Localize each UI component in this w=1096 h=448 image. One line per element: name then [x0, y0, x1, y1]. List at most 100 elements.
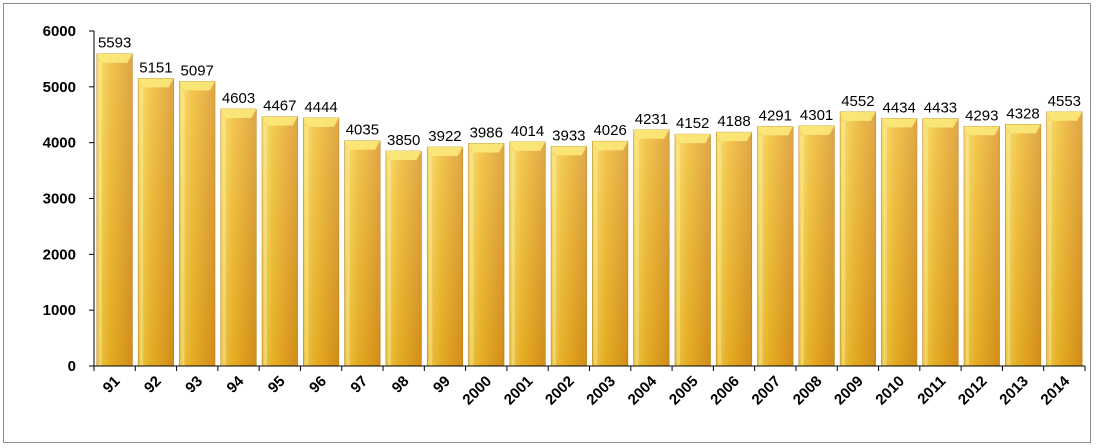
bar-bevel: [922, 118, 959, 128]
bar: [715, 131, 753, 367]
bar: [468, 143, 505, 367]
bar-highlight: [305, 126, 309, 366]
bar: [881, 118, 918, 367]
bar: [839, 111, 876, 367]
data-label: 4434: [883, 99, 916, 116]
data-label: 4035: [346, 122, 379, 139]
y-tick-label: 2000: [43, 246, 76, 263]
data-label: 4552: [841, 93, 874, 110]
bar-bevel: [964, 126, 1000, 136]
x-tick-label: 2008: [790, 373, 826, 409]
x-tick-label: 2012: [955, 373, 991, 409]
bar-bevel: [881, 118, 917, 128]
bar-shade: [1046, 111, 1083, 366]
bar-bevel: [840, 111, 876, 121]
y-axis: 0 1000 2000 3000 4000 5000 6000: [43, 23, 95, 375]
bar-highlight: [470, 152, 474, 366]
x-tick-label: 2006: [707, 373, 743, 409]
bar-bevel: [138, 78, 174, 88]
bar-shade: [716, 132, 752, 366]
data-label: 4433: [924, 99, 957, 116]
data-label: 4467: [263, 98, 296, 115]
bar: [137, 78, 174, 367]
x-tick-label: 2010: [872, 373, 908, 409]
bar-bevel: [1046, 111, 1083, 121]
data-label: 3922: [428, 128, 461, 145]
bar-bevel: [592, 141, 628, 151]
bar-shade: [303, 117, 339, 366]
bar-shade: [344, 140, 381, 366]
x-tick-label: 96: [306, 373, 330, 397]
bar: [1005, 124, 1042, 367]
x-tick-label: 93: [182, 373, 206, 397]
y-tick-label: 5000: [43, 79, 76, 96]
bar-bevel: [757, 126, 794, 136]
data-label: 3933: [552, 127, 585, 144]
y-tick-label: 0: [68, 358, 76, 375]
x-tick-label: 2005: [666, 373, 702, 409]
x-tick-label: 97: [347, 373, 371, 397]
bar-shade: [674, 134, 711, 366]
y-tick-label: 1000: [43, 302, 76, 319]
bar-highlight: [98, 62, 102, 366]
bar-highlight: [264, 125, 268, 366]
bar-highlight: [718, 141, 722, 366]
data-label: 5097: [181, 62, 214, 79]
data-label: 4291: [759, 107, 792, 124]
x-tick-label: 98: [389, 373, 413, 397]
bar-highlight: [800, 134, 804, 366]
bar-bevel: [427, 147, 463, 157]
x-tick-label: 2011: [914, 373, 949, 408]
x-tick-label: 91: [100, 373, 124, 397]
bar-highlight: [966, 135, 970, 366]
bar-bevel: [798, 125, 835, 135]
bar: [757, 126, 794, 367]
bar: [344, 140, 381, 367]
bar-highlight: [594, 150, 598, 366]
y-tick-label: 3000: [43, 191, 76, 208]
data-label: 4231: [635, 111, 668, 128]
bar-highlight: [429, 156, 433, 366]
x-tick-label: 92: [141, 373, 165, 397]
x-tick-label: 95: [265, 373, 289, 397]
x-tick-label: 2001: [501, 373, 537, 409]
bar: [1046, 111, 1083, 367]
y-tick-label: 4000: [43, 135, 76, 152]
bar-highlight: [181, 90, 185, 366]
data-label: 4188: [717, 113, 750, 130]
bar-highlight: [759, 135, 763, 366]
data-label: 4553: [1048, 93, 1081, 110]
bar: [963, 126, 1000, 367]
bar: [261, 116, 298, 367]
bar-shade: [840, 111, 876, 366]
bar-shade: [757, 126, 794, 367]
y-tick-label: 6000: [43, 23, 76, 40]
x-tick-label: 2009: [831, 373, 867, 409]
bar-shade: [798, 125, 835, 366]
bar-bevel: [220, 108, 257, 118]
bar-bevel: [303, 117, 339, 127]
x-tick-label: 2002: [542, 373, 578, 409]
bar-shade: [468, 143, 505, 366]
bar-bevel: [716, 132, 752, 142]
bar-bevel: [1005, 124, 1041, 134]
bar-highlight: [511, 150, 515, 366]
bar: [798, 125, 835, 367]
data-label: 4328: [1006, 105, 1039, 122]
bar-highlight: [883, 127, 887, 366]
bar-highlight: [635, 138, 639, 366]
x-tick-label: 2000: [459, 373, 495, 409]
x-axis: 91 92 93 94 95 96 97 98 99 2000 2001 2002 2003 2004 20…: [93, 365, 1086, 409]
bar-bevel: [96, 53, 133, 63]
data-label: 4293: [965, 107, 998, 124]
x-tick-label: 2014: [1038, 372, 1074, 408]
bar-shade: [922, 118, 959, 366]
data-label: 4603: [222, 90, 255, 107]
data-label: 4301: [800, 107, 833, 124]
bar: [509, 141, 546, 367]
bar-highlight: [1007, 133, 1011, 366]
bar-shade: [385, 151, 422, 366]
bar-shade: [220, 108, 257, 366]
bar: [550, 146, 587, 367]
